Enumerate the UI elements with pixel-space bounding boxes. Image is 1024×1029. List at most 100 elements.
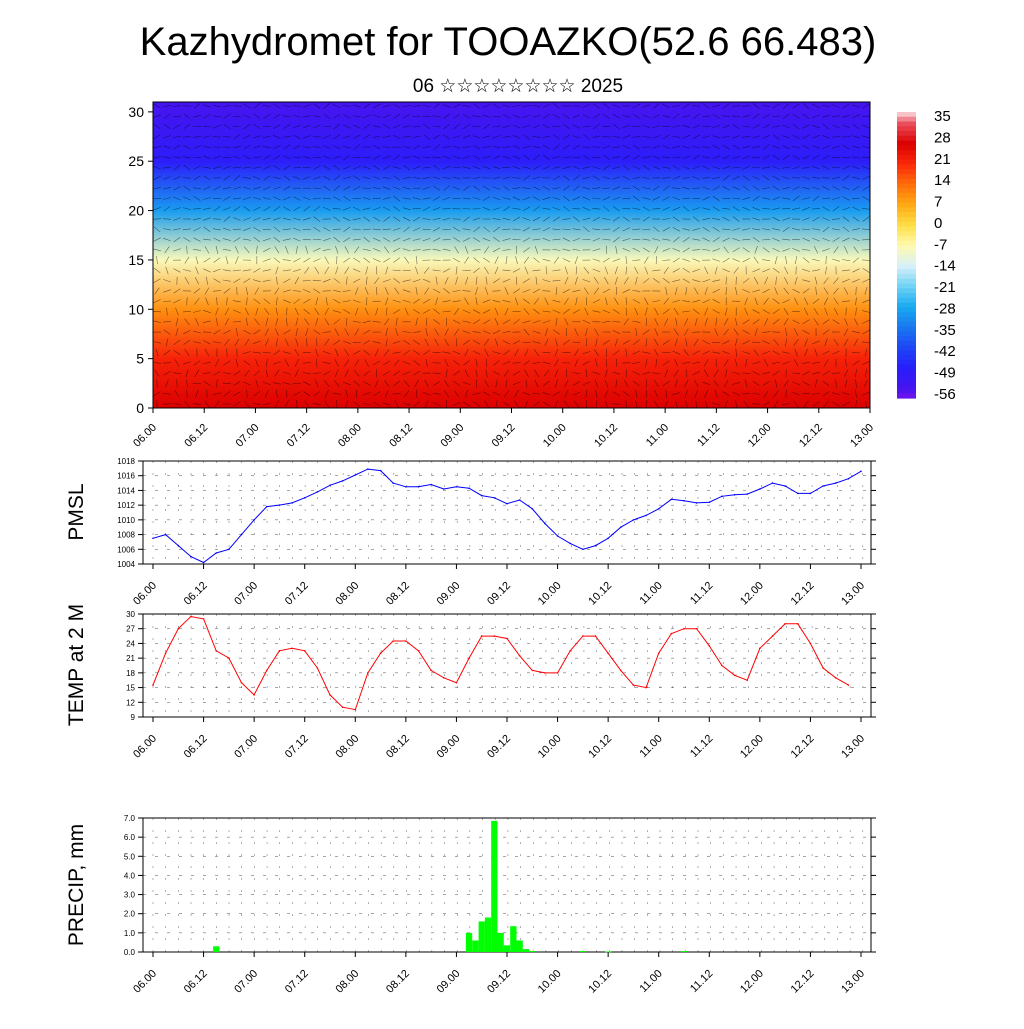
xtick-label: 09.00: [435, 733, 463, 761]
colorbar-label: -21: [934, 279, 956, 296]
data-point: [797, 623, 799, 625]
data-point: [582, 635, 584, 637]
data-point: [734, 494, 736, 496]
precip-bar: [529, 951, 535, 952]
colorbar-segment: [897, 369, 916, 374]
colorbar-segment: [897, 327, 916, 332]
precip-bar: [498, 933, 504, 952]
data-point: [430, 670, 432, 672]
heatmap-xtick-label: 12.00: [746, 422, 774, 450]
ytick-label: 7.0: [124, 814, 136, 823]
heatmap-xtick-label: 08.00: [336, 422, 364, 450]
data-point: [784, 623, 786, 625]
data-point: [430, 484, 432, 486]
colorbar-segment: [897, 217, 916, 222]
data-point: [860, 471, 862, 473]
data-point: [317, 491, 319, 493]
data-point: [848, 684, 850, 686]
colorbar-segment: [897, 384, 916, 389]
colorbar-label: -49: [934, 365, 956, 382]
data-point: [557, 672, 559, 674]
ytick-label: 4.0: [124, 871, 136, 880]
data-point: [241, 534, 243, 536]
data-point: [152, 538, 154, 540]
heatmap-xtick-label: 11.00: [644, 422, 671, 449]
data-point: [506, 638, 508, 640]
colorbar-segment: [897, 365, 916, 370]
xtick-label: 07.12: [283, 733, 311, 761]
data-point: [152, 684, 154, 686]
data-point: [721, 496, 723, 498]
data-point: [709, 501, 711, 503]
xtick-label: 07.12: [283, 968, 311, 996]
ytick-label: 2.0: [124, 910, 136, 919]
data-point: [468, 487, 470, 489]
colorbar-segment: [897, 207, 916, 212]
xtick-label: 08.00: [333, 733, 361, 761]
colorbar-segment: [897, 322, 916, 327]
colorbar-segment: [897, 379, 916, 384]
colorbar-segment: [897, 250, 916, 255]
data-point: [671, 499, 673, 501]
precip-bar: [479, 921, 485, 952]
data-point: [772, 482, 774, 484]
xtick-label: 08.00: [333, 580, 361, 608]
ytick-label: 18: [126, 669, 135, 678]
colorbar-segment: [897, 288, 916, 293]
precip-bar: [510, 926, 516, 952]
data-point: [165, 534, 167, 536]
data-point: [304, 497, 306, 499]
colorbar-segment: [897, 260, 916, 265]
ytick-label: 6.0: [124, 833, 136, 842]
ytick-label: 1016: [117, 472, 135, 481]
colorbar-segment: [897, 155, 916, 160]
colorbar-segment: [897, 131, 916, 136]
colorbar-label: -14: [934, 258, 956, 275]
data-point: [266, 670, 268, 672]
data-point: [532, 508, 534, 510]
heatmap-xtick-label: 11.12: [695, 422, 722, 449]
precip-bar: [605, 951, 611, 952]
colorbar-segment: [897, 231, 916, 236]
colorbar-segment: [897, 241, 916, 246]
data-point: [203, 562, 205, 564]
colorbar-segment: [897, 193, 916, 198]
data-point: [772, 635, 774, 637]
data-point: [178, 628, 180, 630]
precip-bar: [491, 821, 497, 952]
colorbar-segment: [897, 245, 916, 250]
heatmap-xtick-label: 10.00: [541, 422, 569, 450]
xtick-label: 11.00: [637, 733, 664, 760]
precip-bar: [681, 951, 687, 952]
colorbar-segment: [897, 346, 916, 351]
heatmap-ytick-label: 25: [128, 153, 144, 169]
data-point: [481, 635, 483, 637]
ytick-label: 1.0: [124, 929, 136, 938]
chart-title: Kazhydromet for TOOAZKO(52.6 66.483): [140, 20, 877, 64]
data-point: [620, 526, 622, 528]
data-point: [342, 480, 344, 482]
colorbar-label: 0: [934, 215, 942, 232]
data-point: [519, 655, 521, 657]
data-point: [279, 650, 281, 652]
data-point: [810, 643, 812, 645]
data-point: [519, 499, 521, 501]
data-point: [696, 502, 698, 504]
xtick-label: 07.00: [232, 968, 260, 996]
xtick-label: 09.00: [435, 580, 463, 608]
xtick-label: 12.00: [738, 580, 766, 608]
colorbar-segment: [897, 169, 916, 174]
colorbar-segment: [897, 331, 916, 336]
heatmap-xtick-label: 10.12: [592, 422, 620, 450]
precip-bar: [472, 941, 478, 953]
xtick-label: 08.12: [384, 580, 412, 608]
colorbar-segment: [897, 265, 916, 270]
data-point: [569, 543, 571, 545]
data-point: [633, 684, 635, 686]
heatmap-field: [153, 102, 870, 408]
xtick-label: 11.00: [637, 580, 664, 607]
data-point: [203, 618, 205, 620]
data-point: [797, 493, 799, 495]
xtick-label: 12.12: [789, 968, 817, 996]
plot-frame: [143, 614, 871, 717]
